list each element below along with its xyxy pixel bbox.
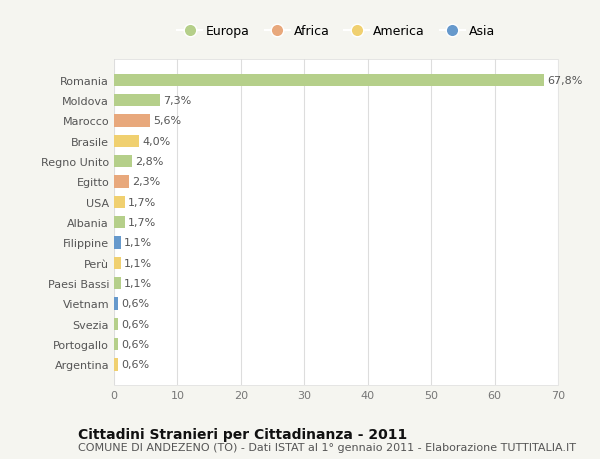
Bar (114, 95, 160, 107)
Text: 0,6%: 0,6% (121, 360, 149, 369)
Text: 1,7%: 1,7% (128, 197, 156, 207)
Legend: Europa, Africa, America, Asia: Europa, Africa, America, Asia (172, 20, 500, 43)
Bar (114, 358, 118, 371)
Text: 2,3%: 2,3% (132, 177, 160, 187)
Text: 2,8%: 2,8% (135, 157, 163, 167)
Text: 1,1%: 1,1% (124, 279, 152, 288)
Text: Cittadini Stranieri per Cittadinanza - 2011: Cittadini Stranieri per Cittadinanza - 2… (78, 427, 407, 441)
Text: 4,0%: 4,0% (143, 136, 171, 146)
Bar (114, 217, 125, 229)
Text: 0,6%: 0,6% (121, 319, 149, 329)
Bar (114, 237, 121, 249)
Bar (114, 196, 125, 208)
Bar (114, 176, 128, 188)
Text: 7,3%: 7,3% (163, 96, 192, 106)
Bar (114, 277, 121, 290)
Bar (114, 115, 149, 127)
Bar (114, 257, 121, 269)
Text: 5,6%: 5,6% (152, 116, 181, 126)
Text: 1,1%: 1,1% (124, 238, 152, 248)
Text: COMUNE DI ANDEZENO (TO) - Dati ISTAT al 1° gennaio 2011 - Elaborazione TUTTITALI: COMUNE DI ANDEZENO (TO) - Dati ISTAT al … (78, 442, 576, 452)
Text: 0,6%: 0,6% (121, 339, 149, 349)
Text: 1,1%: 1,1% (124, 258, 152, 268)
Text: 1,7%: 1,7% (128, 218, 156, 228)
Text: 67,8%: 67,8% (547, 76, 583, 85)
Text: 0,6%: 0,6% (121, 299, 149, 309)
Bar (114, 74, 544, 87)
Bar (114, 135, 139, 147)
Bar (114, 156, 132, 168)
Bar (114, 298, 118, 310)
Bar (114, 318, 118, 330)
Bar (114, 338, 118, 351)
